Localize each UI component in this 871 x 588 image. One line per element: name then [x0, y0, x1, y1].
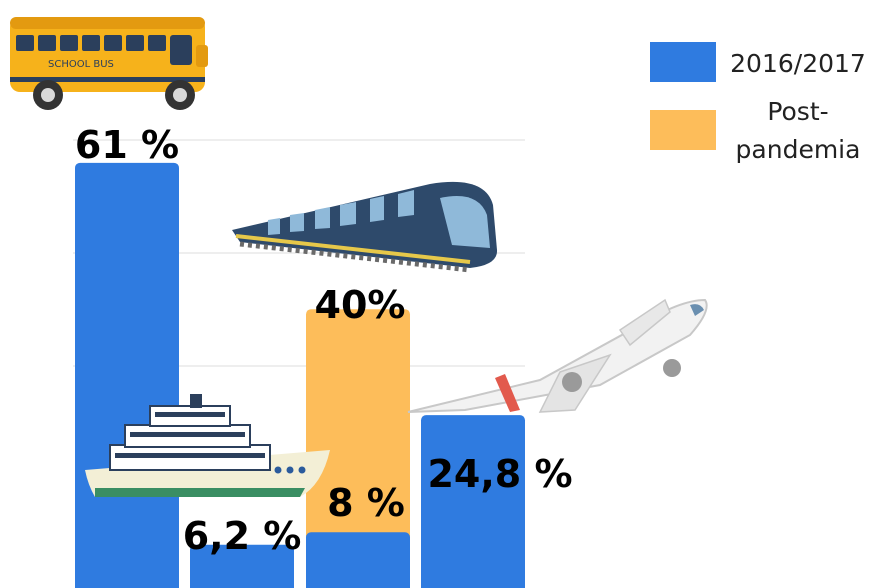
school-bus-icon: SCHOOL BUS: [10, 17, 208, 110]
bar-airplane-series-0: [421, 415, 525, 588]
data-labels: 61 % 6,2 % 40% 8 % 24,8 %: [75, 123, 573, 558]
legend-label-0-0: 2016/2017: [730, 49, 866, 78]
bar-bus-series-0: [75, 162, 179, 588]
bar-train-series-2: [306, 532, 410, 588]
legend-swatch-0: [650, 42, 716, 82]
legend-label-1-0: Post-: [767, 97, 828, 126]
legend: 2016/2017 Post-pandemia: [650, 42, 866, 164]
label-bus: 61 %: [75, 123, 179, 167]
legend-label-1-1: pandemia: [736, 135, 861, 164]
train-icon: [232, 181, 498, 273]
bar-ferry-series-0: [190, 544, 294, 588]
bus-label: SCHOOL BUS: [48, 59, 114, 70]
legend-swatch-1: [650, 110, 716, 150]
label-airplane: 24,8 %: [427, 452, 572, 496]
airplane-icon: [407, 298, 708, 413]
label-train-post: 40%: [315, 283, 406, 327]
bar-train-series-1: [306, 309, 410, 588]
ferry-icon: [85, 394, 330, 497]
label-train-2016: 8 %: [327, 481, 405, 525]
label-ferry: 6,2 %: [183, 514, 302, 558]
